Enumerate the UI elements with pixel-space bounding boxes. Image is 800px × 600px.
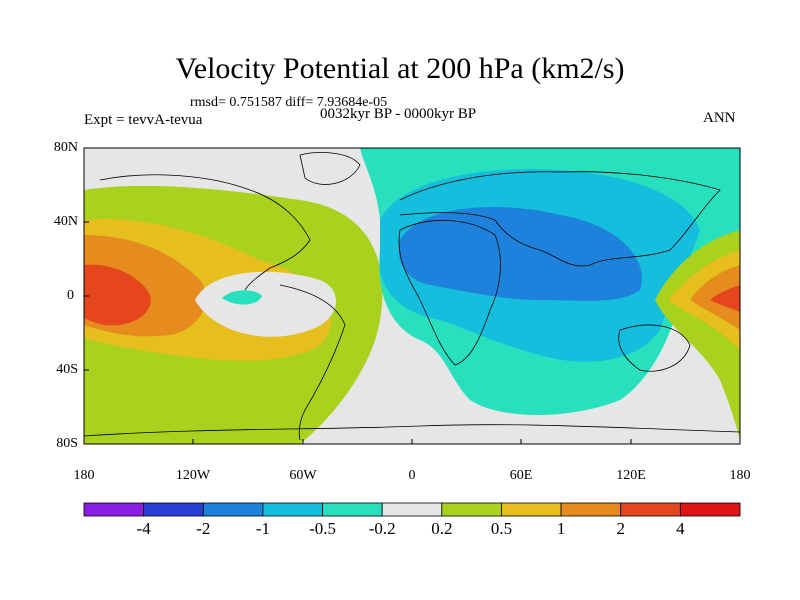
- positive-region-pacific-red: [84, 264, 151, 326]
- colorbar-label: 4: [676, 519, 685, 538]
- lon-tick-label: 180: [73, 468, 95, 483]
- colorbar-swatch: [83, 502, 145, 517]
- negative-region-eurasia-dark: [398, 207, 642, 301]
- colorbar-swatch: [143, 502, 204, 517]
- colorbar-label: -0.2: [368, 519, 396, 538]
- coast-north-america: [99, 174, 311, 291]
- coast-antarctica: [84, 424, 740, 437]
- lat-tick-label: 0: [67, 288, 74, 303]
- colorbar-swatch: [202, 502, 264, 517]
- colorbar-swatch: [262, 502, 323, 517]
- season-label: ANN: [703, 110, 736, 126]
- lon-tick-label: 120W: [175, 468, 211, 483]
- negative-region-americas: [222, 290, 262, 305]
- lat-tick-label: 40S: [56, 362, 78, 377]
- coast-greenland: [299, 152, 361, 185]
- lon-tick-label: 60E: [509, 468, 533, 483]
- neutral-region-americas: [195, 271, 337, 337]
- lat-tick-label: 80N: [53, 140, 78, 155]
- colorbar-label: -1: [255, 519, 270, 538]
- coastlines: [84, 152, 740, 441]
- chart-title: Velocity Potential at 200 hPa (km2/s): [175, 52, 625, 85]
- lon-tick-label: 0: [408, 468, 416, 483]
- colorbar-swatch: [441, 502, 502, 517]
- colorbar-label: -2: [196, 519, 211, 538]
- colorbar-label: 1: [556, 519, 566, 538]
- lat-tick-label: 40N: [53, 214, 78, 229]
- colorbar-swatch: [620, 502, 681, 517]
- lon-tick-label: 120E: [616, 468, 646, 483]
- colorbar-label: 2: [616, 519, 625, 538]
- colorbar-swatch: [560, 502, 622, 517]
- colorbar-swatch: [322, 502, 383, 517]
- colorbar-label: 0.5: [490, 519, 513, 538]
- coast-eurasia: [399, 171, 721, 267]
- lat-tick-label: 80S: [56, 436, 78, 451]
- contour-fill: [84, 148, 740, 444]
- tick-marks: [83, 147, 741, 445]
- coast-australia: [618, 324, 691, 372]
- lon-tick-label: 180: [729, 468, 751, 483]
- lon-tick-label: 60W: [289, 468, 317, 483]
- positive-region-westpacific-red: [710, 285, 740, 312]
- experiment-label: Expt = tevvA-tevua: [84, 112, 203, 128]
- colorbar-label: -0.5: [309, 519, 336, 538]
- colorbar-swatch: [381, 502, 443, 517]
- colorbar-label: -4: [136, 519, 151, 538]
- coast-africa: [398, 219, 501, 366]
- colorbar-swatch: [501, 502, 562, 517]
- colorbar: [83, 502, 741, 517]
- coast-south-america: [279, 284, 346, 441]
- colorbar-swatch: [679, 502, 741, 517]
- stats-line: rmsd= 0.751587 diff= 7.93684e-05: [190, 95, 388, 110]
- colorbar-label: 0.2: [431, 519, 453, 538]
- period-label: 0032kyr BP - 0000kyr BP: [320, 106, 477, 122]
